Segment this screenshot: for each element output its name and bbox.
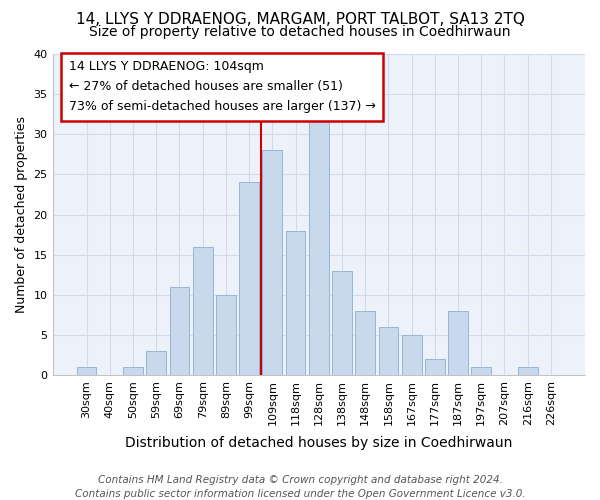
Bar — [193, 246, 212, 375]
Text: 14, LLYS Y DDRAENOG, MARGAM, PORT TALBOT, SA13 2TQ: 14, LLYS Y DDRAENOG, MARGAM, PORT TALBOT… — [76, 12, 524, 28]
Text: Contains HM Land Registry data © Crown copyright and database right 2024.
Contai: Contains HM Land Registry data © Crown c… — [74, 475, 526, 499]
Text: Size of property relative to detached houses in Coedhirwaun: Size of property relative to detached ho… — [89, 25, 511, 39]
Bar — [262, 150, 282, 375]
Bar — [286, 230, 305, 375]
Bar — [239, 182, 259, 375]
Bar — [123, 367, 143, 375]
Bar — [448, 311, 468, 375]
Bar — [472, 367, 491, 375]
Bar — [309, 118, 329, 375]
Bar — [332, 270, 352, 375]
X-axis label: Distribution of detached houses by size in Coedhirwaun: Distribution of detached houses by size … — [125, 436, 512, 450]
Bar — [425, 359, 445, 375]
Text: 14 LLYS Y DDRAENOG: 104sqm
← 27% of detached houses are smaller (51)
73% of semi: 14 LLYS Y DDRAENOG: 104sqm ← 27% of deta… — [68, 60, 376, 114]
Bar — [379, 327, 398, 375]
Bar — [355, 311, 375, 375]
Bar — [146, 351, 166, 375]
Bar — [216, 295, 236, 375]
Bar — [77, 367, 97, 375]
Bar — [402, 335, 422, 375]
Y-axis label: Number of detached properties: Number of detached properties — [15, 116, 28, 313]
Bar — [518, 367, 538, 375]
Bar — [170, 286, 190, 375]
